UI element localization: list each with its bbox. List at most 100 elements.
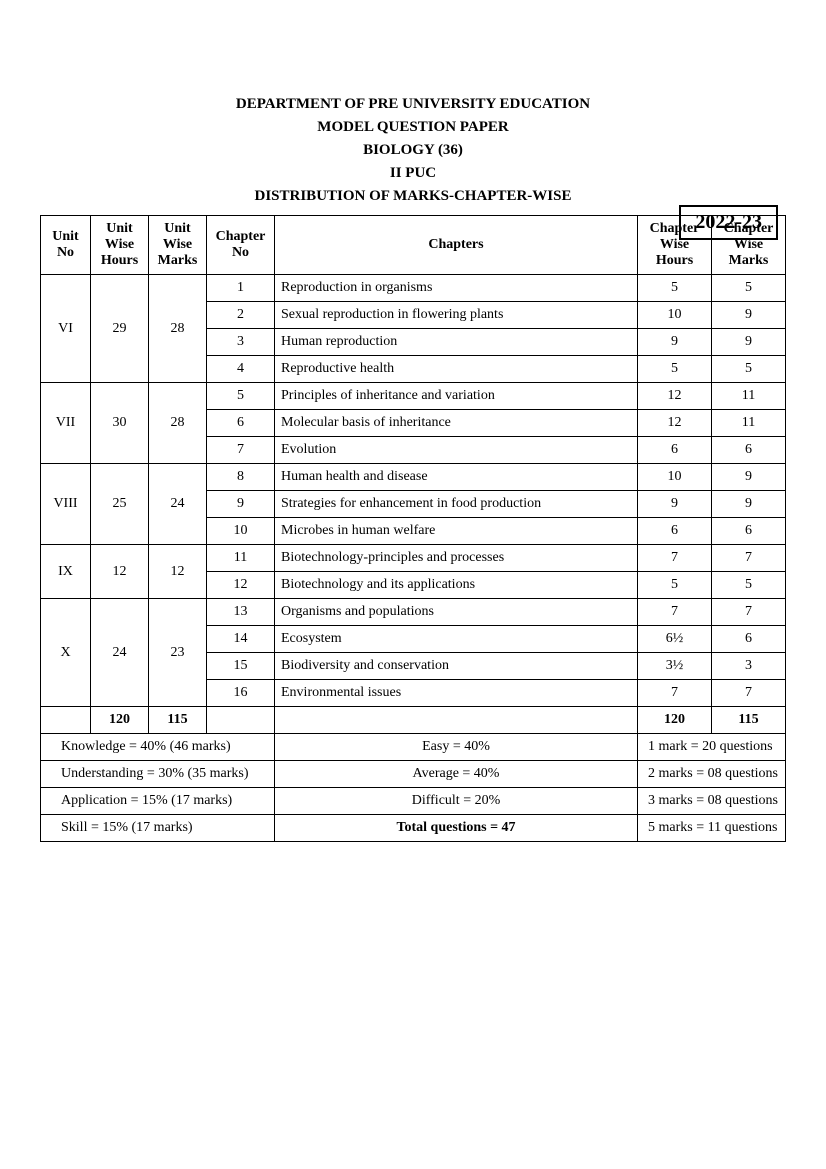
totals-chapter-hours: 120 bbox=[638, 707, 712, 734]
unit-no-cell: VI bbox=[41, 275, 91, 383]
footer-row: Understanding = 30% (35 marks)Average = … bbox=[41, 761, 786, 788]
chapter-marks-cell: 7 bbox=[712, 680, 786, 707]
chapter-name-cell: Sexual reproduction in flowering plants bbox=[275, 302, 638, 329]
table-row: VI29281Reproduction in organisms55 bbox=[41, 275, 786, 302]
chapter-marks-cell: 7 bbox=[712, 545, 786, 572]
chapter-marks-cell: 9 bbox=[712, 329, 786, 356]
chapter-marks-cell: 6 bbox=[712, 518, 786, 545]
table-header-row: Unit No Unit Wise Hours Unit Wise Marks … bbox=[41, 216, 786, 275]
chapter-hours-cell: 12 bbox=[638, 383, 712, 410]
footer-right-cell: 1 mark = 20 questions bbox=[638, 734, 786, 761]
chapter-name-cell: Reproductive health bbox=[275, 356, 638, 383]
col-chapter-no: Chapter No bbox=[207, 216, 275, 275]
col-chapters: Chapters bbox=[275, 216, 638, 275]
chapter-name-cell: Biotechnology and its applications bbox=[275, 572, 638, 599]
chapter-no-cell: 8 bbox=[207, 464, 275, 491]
header-line-5: DISTRIBUTION OF MARKS-CHAPTER-WISE bbox=[40, 188, 786, 205]
unit-hours-cell: 24 bbox=[91, 599, 149, 707]
chapter-no-cell: 7 bbox=[207, 437, 275, 464]
marks-distribution-table: Unit No Unit Wise Hours Unit Wise Marks … bbox=[40, 215, 786, 842]
chapter-no-cell: 10 bbox=[207, 518, 275, 545]
chapter-no-cell: 6 bbox=[207, 410, 275, 437]
chapter-no-cell: 4 bbox=[207, 356, 275, 383]
chapter-name-cell: Principles of inheritance and variation bbox=[275, 383, 638, 410]
chapter-marks-cell: 5 bbox=[712, 572, 786, 599]
unit-hours-cell: 30 bbox=[91, 383, 149, 464]
col-unit-marks: Unit Wise Marks bbox=[149, 216, 207, 275]
chapter-marks-cell: 6 bbox=[712, 626, 786, 653]
chapter-no-cell: 5 bbox=[207, 383, 275, 410]
chapter-hours-cell: 6½ bbox=[638, 626, 712, 653]
unit-marks-cell: 24 bbox=[149, 464, 207, 545]
totals-row: 120115120115 bbox=[41, 707, 786, 734]
chapter-hours-cell: 7 bbox=[638, 545, 712, 572]
footer-right-cell: 2 marks = 08 questions bbox=[638, 761, 786, 788]
chapter-name-cell: Molecular basis of inheritance bbox=[275, 410, 638, 437]
footer-right-cell: 5 marks = 11 questions bbox=[638, 815, 786, 842]
footer-mid-cell: Difficult = 20% bbox=[275, 788, 638, 815]
chapter-no-cell: 11 bbox=[207, 545, 275, 572]
footer-left-cell: Application = 15% (17 marks) bbox=[41, 788, 275, 815]
col-unit-no: Unit No bbox=[41, 216, 91, 275]
unit-no-cell: X bbox=[41, 599, 91, 707]
chapter-hours-cell: 10 bbox=[638, 464, 712, 491]
footer-left-cell: Understanding = 30% (35 marks) bbox=[41, 761, 275, 788]
footer-left-cell: Knowledge = 40% (46 marks) bbox=[41, 734, 275, 761]
header-line-2: MODEL QUESTION PAPER bbox=[40, 119, 786, 136]
totals-chapter-marks: 115 bbox=[712, 707, 786, 734]
chapter-name-cell: Biodiversity and conservation bbox=[275, 653, 638, 680]
chapter-no-cell: 15 bbox=[207, 653, 275, 680]
footer-mid-cell: Average = 40% bbox=[275, 761, 638, 788]
chapter-marks-cell: 9 bbox=[712, 464, 786, 491]
chapter-hours-cell: 6 bbox=[638, 518, 712, 545]
unit-no-cell: IX bbox=[41, 545, 91, 599]
chapter-hours-cell: 7 bbox=[638, 680, 712, 707]
chapter-hours-cell: 5 bbox=[638, 572, 712, 599]
chapter-hours-cell: 6 bbox=[638, 437, 712, 464]
chapter-no-cell: 9 bbox=[207, 491, 275, 518]
col-unit-hours: Unit Wise Hours bbox=[91, 216, 149, 275]
totals-hours: 120 bbox=[91, 707, 149, 734]
chapter-hours-cell: 12 bbox=[638, 410, 712, 437]
unit-marks-cell: 23 bbox=[149, 599, 207, 707]
chapter-name-cell: Environmental issues bbox=[275, 680, 638, 707]
totals-marks: 115 bbox=[149, 707, 207, 734]
chapter-name-cell: Biotechnology-principles and processes bbox=[275, 545, 638, 572]
year-box: 2022-23 bbox=[679, 205, 778, 240]
footer-right-cell: 3 marks = 08 questions bbox=[638, 788, 786, 815]
chapter-name-cell: Evolution bbox=[275, 437, 638, 464]
unit-hours-cell: 25 bbox=[91, 464, 149, 545]
unit-hours-cell: 12 bbox=[91, 545, 149, 599]
chapter-marks-cell: 9 bbox=[712, 302, 786, 329]
chapter-no-cell: 3 bbox=[207, 329, 275, 356]
unit-hours-cell: 29 bbox=[91, 275, 149, 383]
chapter-hours-cell: 5 bbox=[638, 275, 712, 302]
chapter-marks-cell: 5 bbox=[712, 356, 786, 383]
document-page: DEPARTMENT OF PRE UNIVERSITY EDUCATION M… bbox=[0, 0, 826, 882]
header-line-3: BIOLOGY (36) bbox=[40, 142, 786, 159]
chapter-name-cell: Human health and disease bbox=[275, 464, 638, 491]
table-row: X242313Organisms and populations77 bbox=[41, 599, 786, 626]
chapter-hours-cell: 9 bbox=[638, 491, 712, 518]
document-header: DEPARTMENT OF PRE UNIVERSITY EDUCATION M… bbox=[40, 96, 786, 205]
unit-marks-cell: 12 bbox=[149, 545, 207, 599]
chapter-name-cell: Human reproduction bbox=[275, 329, 638, 356]
chapter-hours-cell: 7 bbox=[638, 599, 712, 626]
unit-no-cell: VIII bbox=[41, 464, 91, 545]
chapter-marks-cell: 5 bbox=[712, 275, 786, 302]
chapter-no-cell: 1 bbox=[207, 275, 275, 302]
table-row: VIII25248Human health and disease109 bbox=[41, 464, 786, 491]
chapter-hours-cell: 5 bbox=[638, 356, 712, 383]
unit-marks-cell: 28 bbox=[149, 275, 207, 383]
totals-blank bbox=[207, 707, 275, 734]
chapter-name-cell: Organisms and populations bbox=[275, 599, 638, 626]
footer-row: Application = 15% (17 marks)Difficult = … bbox=[41, 788, 786, 815]
footer-left-cell: Skill = 15% (17 marks) bbox=[41, 815, 275, 842]
chapter-name-cell: Microbes in human welfare bbox=[275, 518, 638, 545]
header-line-1: DEPARTMENT OF PRE UNIVERSITY EDUCATION bbox=[40, 96, 786, 113]
totals-blank bbox=[41, 707, 91, 734]
chapter-name-cell: Strategies for enhancement in food produ… bbox=[275, 491, 638, 518]
header-line-4: II PUC bbox=[40, 165, 786, 182]
chapter-marks-cell: 9 bbox=[712, 491, 786, 518]
unit-marks-cell: 28 bbox=[149, 383, 207, 464]
